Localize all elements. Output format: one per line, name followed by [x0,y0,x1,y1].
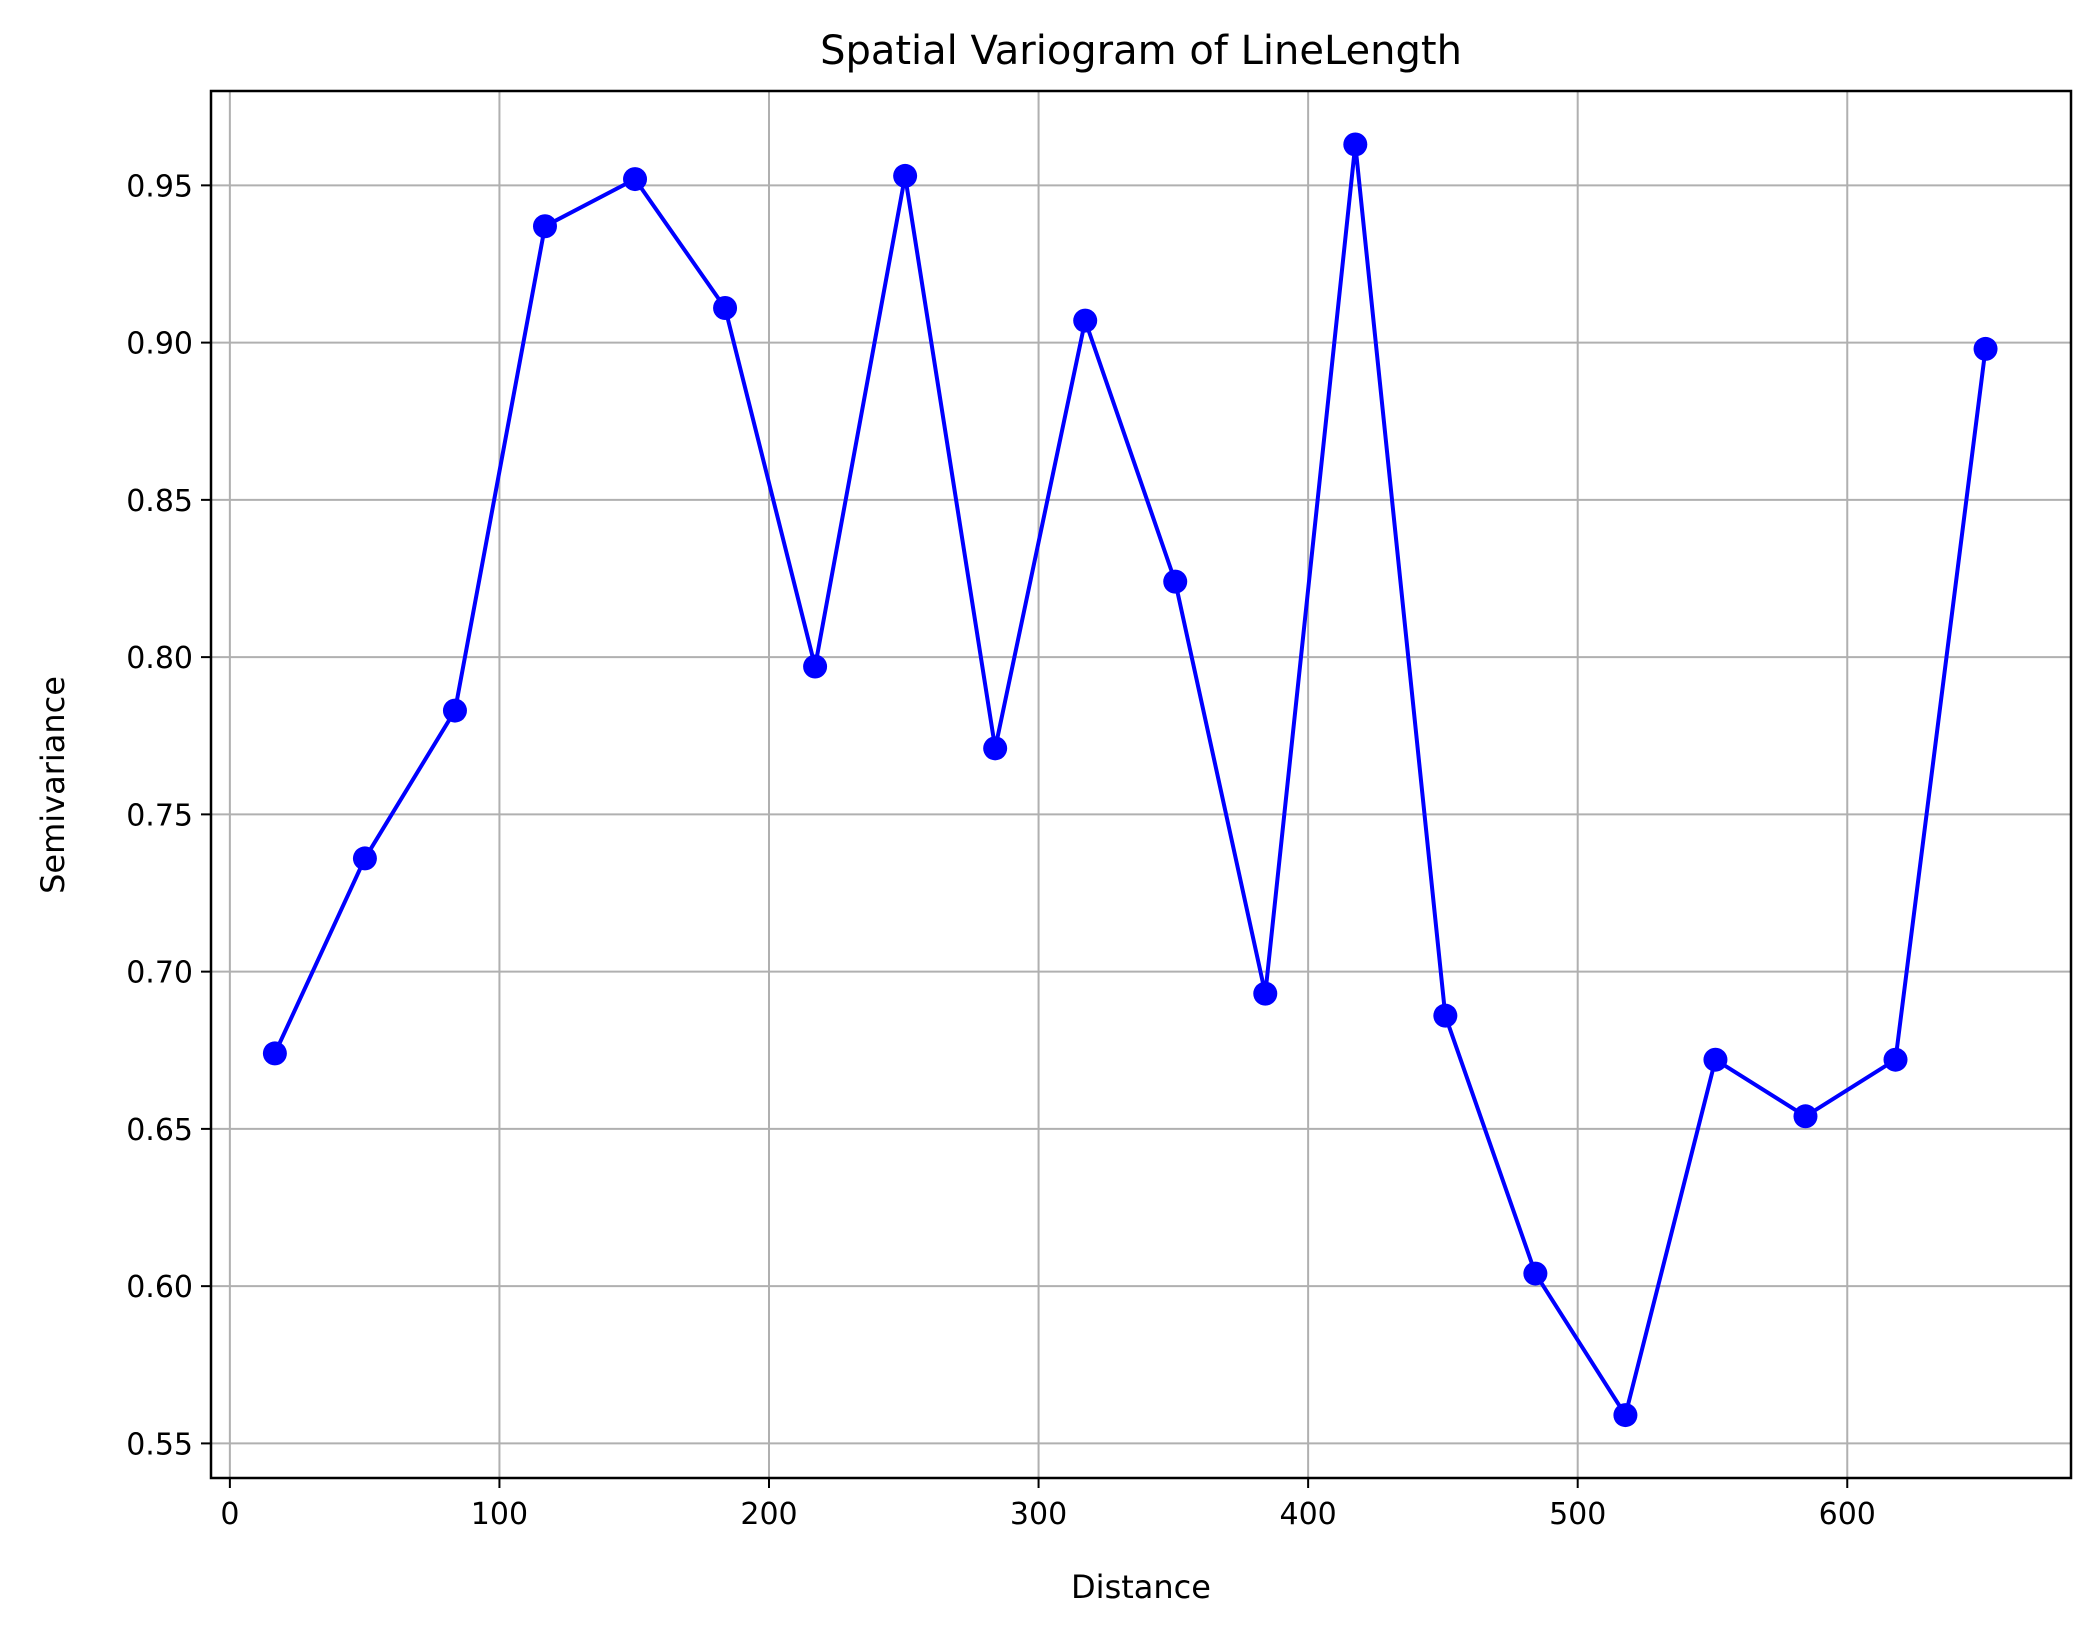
y-tick-label: 0.55 [126,1427,193,1462]
data-point [1523,1261,1548,1286]
data-point [1073,308,1098,333]
data-point [1973,336,1998,361]
data-point [983,736,1008,761]
data-point [1793,1104,1818,1129]
data-point [262,1041,287,1066]
x-tick-label: 600 [1819,1497,1876,1532]
x-tick-label: 300 [1010,1497,1067,1532]
data-point [1613,1403,1638,1428]
series-layer [262,132,1998,1428]
y-tick-label: 0.90 [126,327,193,362]
data-point [1433,1003,1458,1028]
x-tick-label: 0 [220,1497,239,1532]
data-point [623,167,648,192]
data-point [1163,569,1188,594]
grid [211,91,2071,1478]
data-point [1883,1047,1908,1072]
x-tick-label: 500 [1549,1497,1606,1532]
data-point [1703,1047,1728,1072]
data-point [442,698,467,723]
y-tick-label: 0.95 [126,169,193,204]
series-line [273,142,1988,1418]
plot-area [211,91,2071,1478]
x-tick-label: 400 [1279,1497,1336,1532]
y-axis-label: Semivariance [34,676,72,894]
data-point [1343,132,1368,157]
data-point [352,846,377,871]
y-tick-label: 0.70 [126,956,193,991]
data-point [803,654,828,679]
y-tick-label: 0.60 [126,1270,193,1305]
y-tick-label: 0.75 [126,798,193,833]
y-tick-label: 0.65 [126,1113,193,1148]
plot-frame [209,89,2073,1480]
x-axis-label: Distance [1071,1568,1211,1606]
data-point [713,296,738,321]
chart-title: Spatial Variogram of LineLength [820,28,1462,74]
y-tick-label: 0.85 [126,484,193,519]
data-point [532,214,557,239]
x-axis: 0 100 200 300 400 500 600 [220,1478,1876,1532]
data-point [893,163,918,188]
y-tick-label: 0.80 [126,641,193,676]
y-axis: 0.55 0.60 0.65 0.70 0.75 0.80 0.85 0.90 0.95 [126,169,211,1462]
x-tick-label: 200 [740,1497,797,1532]
x-tick-label: 100 [471,1497,528,1532]
data-point [1253,981,1278,1006]
